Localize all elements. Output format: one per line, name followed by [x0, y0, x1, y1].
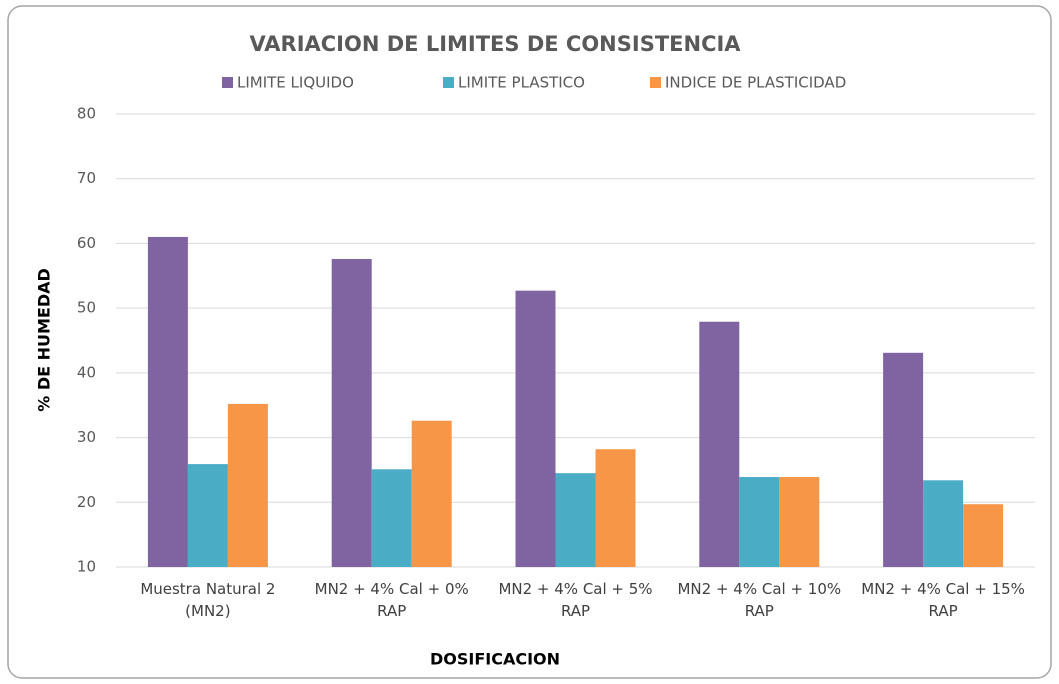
- y-tick-label: 40: [77, 363, 96, 381]
- bar: [555, 473, 596, 567]
- legend-swatch: [650, 77, 661, 88]
- bar: [779, 477, 820, 567]
- bar: [331, 258, 372, 567]
- x-tick-label: MN2 + 4% Cal + 0% RAP: [314, 580, 469, 620]
- legend-label: LIMITE PLASTICO: [458, 74, 585, 92]
- bar: [595, 449, 636, 567]
- y-tick-label: 50: [77, 299, 96, 317]
- bar: [187, 464, 228, 567]
- y-tick-label: 10: [77, 558, 96, 576]
- x-tick-label: MN2 + 4% Cal + 10% RAP: [677, 580, 842, 620]
- x-tick-label: MN2 + 4% Cal + 15% RAP: [861, 580, 1025, 620]
- bar: [699, 321, 740, 567]
- y-tick-label: 80: [77, 105, 96, 123]
- y-tick-label: 20: [77, 493, 96, 511]
- legend-label: LIMITE LIQUIDO: [237, 74, 354, 92]
- y-tick-label: 70: [77, 169, 96, 187]
- x-axis-title: DOSIFICACION: [430, 650, 560, 669]
- bar: [923, 480, 964, 567]
- y-axis-title: % DE HUMEDAD: [35, 268, 54, 412]
- legend-swatch: [443, 77, 454, 88]
- legend-label: INDICE DE PLASTICIDAD: [665, 74, 846, 92]
- bar: [147, 236, 188, 567]
- x-tick-label: Muestra Natural 2 (MN2): [140, 580, 276, 620]
- bar: [515, 290, 556, 567]
- bar: [883, 352, 924, 567]
- bar: [227, 403, 268, 567]
- bar: [411, 420, 452, 567]
- bar: [739, 477, 780, 567]
- y-tick-label: 60: [77, 234, 96, 252]
- chart-title: VARIACION DE LIMITES DE CONSISTENCIA: [249, 32, 741, 56]
- bar: [963, 504, 1004, 567]
- legend-swatch: [222, 77, 233, 88]
- bar: [371, 469, 412, 567]
- y-tick-label: 30: [77, 428, 96, 446]
- x-tick-label: MN2 + 4% Cal + 5% RAP: [498, 580, 653, 620]
